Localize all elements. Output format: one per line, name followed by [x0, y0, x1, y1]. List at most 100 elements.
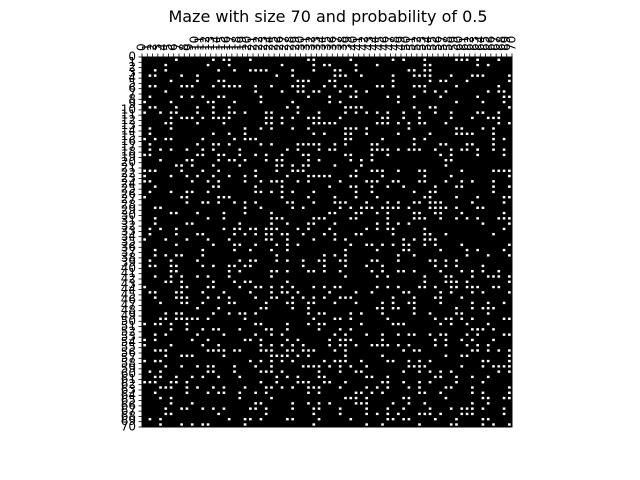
y-tick-label: 57 [121, 351, 136, 365]
maze-cell-open [196, 365, 199, 368]
maze-cell-open [270, 285, 273, 289]
maze-cell-open [333, 79, 337, 83]
maze-cell-open [148, 148, 152, 151]
maze-cell-open [222, 58, 226, 61]
maze-cell-open [270, 270, 273, 273]
maze-cell-open [217, 116, 220, 120]
x-tick-label: 61 [457, 36, 471, 51]
maze-cell-open [190, 164, 194, 167]
maze-cell-open [449, 153, 453, 157]
maze-cell-open [243, 317, 247, 320]
maze-cell-open [434, 418, 437, 421]
maze-cell-open [381, 148, 384, 151]
maze-cell-open [349, 58, 353, 61]
maze-cell-open [286, 418, 289, 421]
x-tick-label: 3 [150, 43, 164, 51]
maze-cell-open [296, 338, 300, 342]
maze-cell-open [270, 190, 273, 194]
maze-cell-open [233, 243, 236, 246]
maze-cell-open [201, 148, 205, 151]
maze-cell-open [280, 333, 284, 336]
y-tick-label: 36 [121, 240, 136, 254]
maze-cell-open [365, 180, 368, 183]
maze-cell-open [481, 222, 485, 225]
maze-cell-open [407, 127, 411, 130]
maze-cell-open [270, 85, 273, 88]
x-tick-label: 67 [489, 36, 503, 51]
maze-cell-open [196, 153, 199, 157]
maze-cell-open [212, 243, 215, 246]
maze-cell-open [275, 381, 279, 384]
maze-cell-open [407, 291, 411, 294]
y-tick-label: 47 [121, 298, 136, 312]
maze-cell-open [249, 280, 252, 283]
maze-cell-open [169, 275, 173, 278]
x-tick-label: 43 [362, 36, 376, 51]
maze-cell-open [307, 116, 310, 120]
maze-cell-open [264, 407, 268, 410]
maze-cell-open [412, 143, 416, 146]
maze-cell-open [365, 227, 368, 231]
maze-cell-open [418, 370, 421, 373]
maze-cell-open [164, 63, 168, 67]
maze-cell-open [492, 423, 495, 426]
maze-cell-open [180, 275, 183, 278]
maze-cell-open [365, 412, 368, 416]
maze-cell-open [375, 248, 379, 252]
maze-cell-open [286, 280, 289, 283]
maze-cell-open [291, 74, 294, 77]
y-tick-label: 5 [128, 76, 136, 90]
maze-cell-open [270, 386, 273, 389]
maze-cell-open [175, 211, 178, 215]
y-tick-label: 22 [121, 166, 136, 180]
maze-cell-open [307, 349, 310, 352]
maze-cell-open [375, 143, 379, 146]
maze-cell-open [286, 270, 289, 273]
maze-cell-open [280, 159, 284, 162]
maze-cell-open [333, 233, 337, 236]
x-tick-label: 42 [357, 36, 371, 51]
x-tick-label: 58 [441, 36, 455, 51]
maze-cell-open [227, 174, 231, 178]
maze-cell-open [175, 291, 178, 294]
maze-cell-open [254, 322, 257, 326]
maze-cell-open [275, 217, 279, 220]
maze-cell-open [296, 148, 300, 151]
maze-cell-open [381, 381, 384, 384]
maze-cell-open [381, 137, 384, 141]
maze-cell-open [291, 344, 294, 347]
maze-cell-open [291, 418, 294, 421]
maze-cell-open [296, 375, 300, 379]
maze-cell-open [296, 90, 300, 93]
maze-cell-open [180, 301, 183, 305]
maze-cell-open [365, 396, 368, 400]
maze-cell-open [291, 201, 294, 204]
y-tick-label: 28 [121, 198, 136, 212]
maze-cell-open [286, 322, 289, 326]
maze-cell-open [201, 264, 205, 268]
maze-cell-open [465, 412, 469, 416]
maze-cell-open [455, 217, 458, 220]
y-tick-label: 54 [121, 335, 136, 349]
maze-cell-open [338, 180, 342, 183]
maze-cell-open [301, 349, 305, 352]
maze-cell-open [486, 349, 490, 352]
maze-cell-open [434, 285, 437, 289]
maze-cell-open [312, 317, 316, 320]
maze-cell-open [217, 69, 220, 72]
x-tick-label: 9 [182, 43, 196, 51]
maze-cell-open [333, 148, 337, 151]
maze-cell-open [439, 301, 442, 305]
maze-cell-open [333, 211, 337, 215]
maze-cell-open [449, 370, 453, 373]
maze-cell-open [434, 90, 437, 93]
maze-cell-open [412, 106, 416, 109]
maze-cell-open [418, 365, 421, 368]
maze-cell-open [344, 275, 347, 278]
maze-cell-open [460, 58, 464, 61]
maze-cell-open [212, 185, 215, 188]
maze-cell-open [301, 259, 305, 262]
maze-cell-open [153, 296, 157, 299]
maze-cell-open [317, 217, 321, 220]
maze-cell-open [407, 122, 411, 125]
